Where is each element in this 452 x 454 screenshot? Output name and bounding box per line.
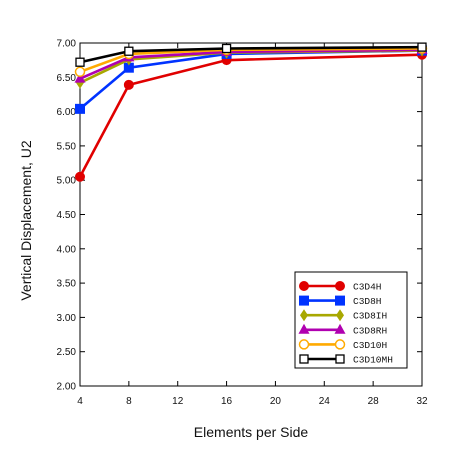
data-point-c3d10mh — [221, 43, 232, 54]
y-tick-label: 5.50 — [57, 141, 77, 152]
y-tick-label: 2.50 — [57, 347, 77, 358]
legend-marker-c3d8ih — [336, 309, 344, 322]
data-point-c3d4h — [75, 171, 85, 182]
legend-marker-c3d10mh — [299, 354, 309, 364]
x-axis-label: Elements per Side — [194, 424, 309, 440]
legend-label-c3d10mh: C3D10MH — [353, 355, 393, 366]
data-point-c3d8h — [75, 103, 85, 114]
y-tick-label: 4.00 — [57, 244, 77, 255]
x-tick-label: 16 — [221, 396, 233, 407]
x-tick-label: 12 — [172, 396, 184, 407]
y-tick-label: 6.50 — [57, 73, 77, 84]
y-axis-label: Vertical Displacement, U2 — [18, 140, 34, 301]
series-c3d10mh — [75, 42, 427, 67]
series-line-c3d10h — [79, 47, 423, 74]
legend-marker-c3d8h — [335, 295, 345, 306]
data-point-c3d8h — [123, 62, 134, 73]
data-point-c3d8rh — [74, 72, 86, 83]
legend-marker-c3d4h — [299, 281, 309, 291]
data-point-c3d10mh — [417, 42, 427, 52]
legend-marker-c3d4h — [335, 281, 345, 291]
x-tick-label: 8 — [126, 396, 132, 407]
x-tick-label: 20 — [270, 396, 282, 407]
y-tick-label: 3.00 — [57, 313, 77, 324]
y-tick-label: 3.50 — [57, 279, 77, 290]
legend-marker-c3d8h — [299, 295, 309, 306]
legend: C3D4H C3D8H C3D8IH C3D8RH C3D10H C3D10MH — [294, 271, 408, 369]
x-tick-label: 24 — [319, 396, 331, 407]
data-point-c3d10mh — [124, 46, 134, 56]
legend-marker-c3d10mh — [335, 354, 345, 364]
legend-marker-c3d8ih — [300, 309, 308, 322]
legend-label-c3d8rh: C3D8RH — [353, 325, 387, 336]
y-tick-label: 4.50 — [57, 210, 77, 221]
legend-label-c3d4h: C3D4H — [353, 282, 382, 293]
legend-marker-c3d10h — [298, 339, 310, 350]
data-point-c3d10mh — [75, 57, 85, 67]
data-point-c3d10h — [74, 66, 86, 78]
y-tick-label: 5.00 — [57, 176, 77, 187]
legend-label-c3d8h: C3D8H — [353, 296, 382, 307]
legend-label-c3d10h: C3D10H — [353, 340, 387, 351]
data-point-c3d4h — [123, 79, 134, 90]
legend-marker-c3d8rh — [334, 323, 346, 334]
series-line-c3d10mh — [79, 45, 423, 64]
legend-marker-c3d10h — [334, 339, 346, 350]
x-tick-label: 32 — [416, 396, 428, 407]
legend-label-c3d8ih: C3D8IH — [353, 311, 387, 322]
y-tick-label: 7.00 — [57, 39, 77, 50]
plot-area: 4 8 12 16 20 24 28 32 2.00 2.50 3.00 3.50 4.00 4.50 5.… — [57, 39, 428, 408]
legend-box — [294, 271, 408, 369]
series-line-c3d4h — [78, 53, 423, 178]
x-tick-label: 28 — [368, 396, 380, 407]
legend-marker-c3d8rh — [298, 323, 310, 334]
y-tick-label: 6.00 — [57, 107, 77, 118]
x-tick-label: 4 — [77, 396, 83, 407]
y-tick-label: 2.00 — [57, 382, 77, 393]
series-line-c3d8rh — [79, 48, 423, 80]
